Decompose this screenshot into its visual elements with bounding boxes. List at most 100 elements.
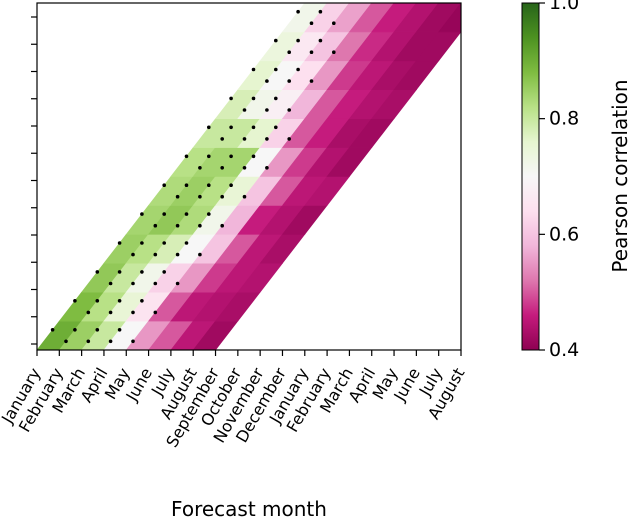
significance-dot bbox=[274, 67, 278, 72]
significance-dot bbox=[229, 125, 233, 130]
significance-dot bbox=[274, 38, 278, 43]
significance-dot bbox=[131, 310, 135, 315]
significance-dot bbox=[207, 183, 211, 187]
significance-dot bbox=[117, 270, 122, 274]
significance-dot bbox=[318, 9, 323, 14]
significance-dot bbox=[274, 96, 278, 101]
significance-dot bbox=[220, 166, 224, 170]
significance-dot bbox=[287, 137, 292, 141]
significance-dot bbox=[242, 108, 247, 112]
significance-dot bbox=[198, 252, 202, 257]
significance-dot bbox=[117, 241, 122, 245]
significance-dot bbox=[265, 166, 269, 170]
significance-dot bbox=[175, 252, 180, 257]
colorbar-tick-label: 1.0 bbox=[549, 0, 579, 14]
significance-dot bbox=[86, 339, 91, 344]
significance-dot bbox=[117, 299, 122, 303]
significance-dot bbox=[86, 310, 91, 315]
significance-dot bbox=[140, 270, 144, 274]
significance-dot bbox=[265, 108, 269, 112]
heatmap-cell bbox=[348, 3, 395, 33]
significance-dot bbox=[229, 96, 233, 101]
significance-dot bbox=[140, 299, 144, 303]
significance-dot bbox=[117, 328, 122, 332]
significance-dot bbox=[318, 38, 323, 43]
colorbar-ticks: 0.4 0.6 0.8 1.0 bbox=[539, 0, 579, 361]
significance-dot bbox=[198, 223, 202, 228]
significance-dot bbox=[207, 212, 211, 216]
heatmap-cell bbox=[415, 3, 461, 33]
significance-dot bbox=[274, 125, 278, 130]
significance-dots bbox=[50, 9, 336, 344]
significance-dot bbox=[332, 21, 336, 26]
significance-dot bbox=[140, 212, 144, 216]
significance-dot bbox=[73, 328, 77, 332]
significance-dot bbox=[251, 154, 256, 159]
significance-dot bbox=[184, 183, 189, 187]
significance-dot bbox=[108, 310, 113, 315]
significance-dot bbox=[198, 194, 202, 199]
significance-dot bbox=[95, 270, 100, 274]
x-axis-label: Forecast month bbox=[171, 497, 327, 521]
colorbar bbox=[521, 2, 540, 351]
plot-frame bbox=[36, 2, 462, 351]
colorbar-tick-label: 0.4 bbox=[549, 339, 579, 361]
significance-dot bbox=[287, 79, 292, 83]
heatmap-cell bbox=[415, 31, 461, 62]
significance-dot bbox=[265, 137, 269, 141]
significance-dot bbox=[242, 137, 247, 141]
significance-dot bbox=[198, 166, 202, 170]
significance-dot bbox=[153, 310, 158, 315]
significance-dot bbox=[296, 38, 300, 43]
heatmap-cell bbox=[371, 3, 417, 33]
significance-dot bbox=[207, 125, 211, 130]
significance-dot bbox=[242, 166, 247, 170]
significance-dot bbox=[162, 183, 166, 187]
significance-dot bbox=[242, 194, 247, 199]
colorbar-tick-label: 0.6 bbox=[549, 223, 579, 245]
significance-dot bbox=[220, 194, 224, 199]
significance-dot bbox=[251, 125, 256, 130]
x-axis: JanuaryFebruaryMarchAprilMayJuneJulyAugu… bbox=[0, 350, 468, 451]
significance-dot bbox=[184, 212, 189, 216]
significance-dot bbox=[153, 252, 158, 257]
significance-dot bbox=[207, 154, 211, 159]
heatmap-cell bbox=[438, 3, 461, 33]
significance-dot bbox=[175, 281, 180, 286]
significance-dot bbox=[162, 241, 166, 245]
colorbar-label: Pearson correlation bbox=[608, 79, 632, 272]
significance-dot bbox=[296, 9, 300, 14]
significance-dot bbox=[309, 50, 314, 54]
significance-dot bbox=[296, 67, 300, 72]
significance-dot bbox=[309, 21, 314, 26]
significance-dot bbox=[184, 154, 189, 159]
significance-dot bbox=[265, 79, 269, 83]
significance-dot bbox=[131, 281, 135, 286]
significance-dot bbox=[220, 137, 224, 141]
heatmap-cell bbox=[326, 3, 373, 33]
significance-dot bbox=[251, 67, 256, 72]
significance-dot bbox=[140, 241, 144, 245]
significance-dot bbox=[309, 79, 314, 83]
heatmap-cells bbox=[37, 3, 461, 350]
significance-dot bbox=[229, 183, 233, 187]
significance-dot bbox=[229, 154, 233, 159]
significance-dot bbox=[73, 299, 77, 303]
significance-dot bbox=[175, 223, 180, 228]
significance-dot bbox=[131, 339, 135, 344]
significance-dot bbox=[108, 339, 113, 344]
heatmap-cell bbox=[393, 3, 440, 33]
significance-dot bbox=[287, 50, 292, 54]
significance-dot bbox=[220, 223, 224, 228]
significance-dot bbox=[153, 223, 158, 228]
significance-dot bbox=[153, 281, 158, 286]
significance-dot bbox=[131, 252, 135, 257]
colorbar-tick-label: 0.8 bbox=[549, 108, 579, 130]
significance-dot bbox=[184, 241, 189, 245]
significance-dot bbox=[162, 270, 166, 274]
significance-dot bbox=[287, 108, 292, 112]
significance-dot bbox=[108, 281, 113, 286]
significance-dot bbox=[64, 339, 68, 344]
significance-dot bbox=[251, 96, 256, 101]
